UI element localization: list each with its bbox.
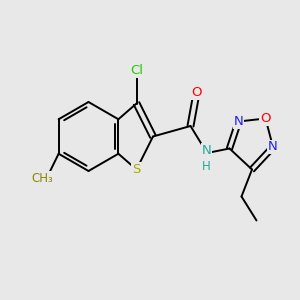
Text: H: H <box>202 160 211 173</box>
Text: N: N <box>268 140 278 154</box>
Text: O: O <box>260 112 271 125</box>
Text: N: N <box>234 115 243 128</box>
Text: Cl: Cl <box>130 64 143 77</box>
Text: CH₃: CH₃ <box>31 172 53 185</box>
Text: N: N <box>202 144 211 157</box>
Text: S: S <box>132 163 141 176</box>
Text: O: O <box>191 86 202 100</box>
